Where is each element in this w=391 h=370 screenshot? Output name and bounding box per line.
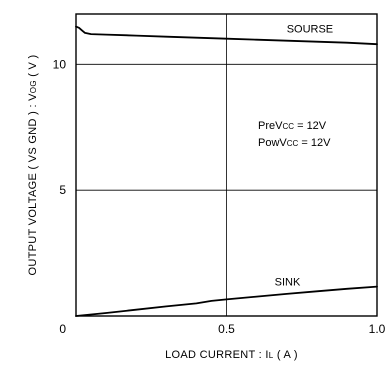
y-tick-label: 10 — [53, 57, 67, 71]
condition-powvcc: PowVCC = 12V — [258, 137, 331, 149]
y-tick-label: 5 — [59, 183, 66, 197]
x-tick-label: 0.5 — [218, 322, 235, 336]
condition-powvcc-sub: CC — [287, 139, 299, 148]
x-axis-title-sub: L — [269, 351, 274, 360]
origin-tick-label: 0 — [59, 322, 66, 336]
x-tick-label: 1.0 — [369, 322, 386, 336]
condition-prevcc: PreVCC = 12V — [258, 120, 327, 132]
series-line-sink — [75, 285, 378, 317]
grid — [76, 14, 377, 316]
condition-powvcc-suffix: = 12V — [298, 137, 331, 149]
x-axis-title: LOAD CURRENT : IL ( A ) — [165, 349, 298, 361]
condition-prevcc-prefix: PreV — [258, 120, 283, 132]
series-label-sink: SINK — [275, 277, 301, 289]
tick-labels: 0.5 1.0 5 10 0 — [53, 57, 386, 336]
y-axis-title: OUTPUT VOLTAGE ( VS GND ) : VOG ( V ) — [27, 55, 39, 276]
y-axis-title-sub: OG — [29, 80, 38, 93]
condition-prevcc-suffix: = 12V — [294, 120, 327, 132]
y-axis-title-prefix: OUTPUT VOLTAGE ( VS GND ) : V — [27, 93, 39, 276]
series-group — [75, 25, 378, 317]
condition-powvcc-prefix: PowV — [258, 137, 287, 149]
y-axis-title-suffix: ( V ) — [27, 55, 39, 81]
x-axis-title-prefix: LOAD CURRENT : I — [165, 349, 269, 361]
x-axis-title-suffix: ( A ) — [273, 349, 297, 361]
series-label-sourse: SOURSE — [287, 24, 333, 36]
condition-prevcc-sub: CC — [282, 122, 294, 131]
plot-frame — [75, 13, 378, 317]
series-line-sourse — [75, 25, 378, 46]
